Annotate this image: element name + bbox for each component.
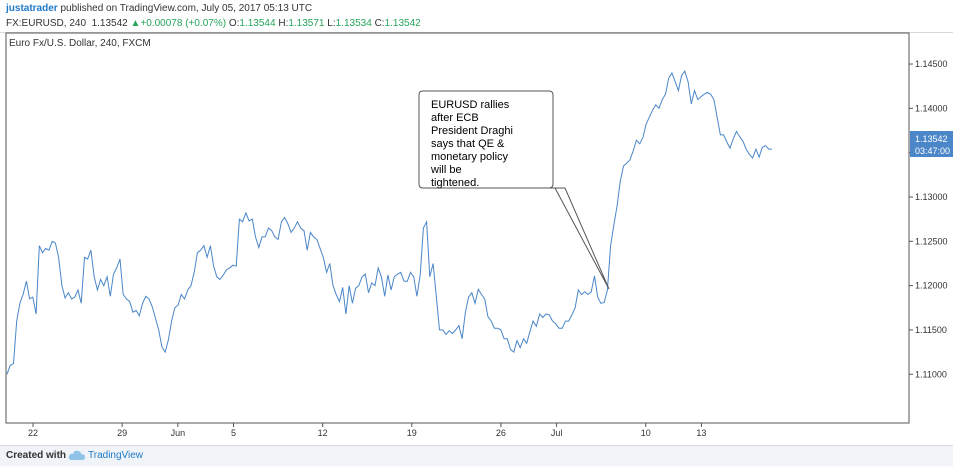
y-tick-label: 1.11000 [915, 369, 947, 379]
y-tick-label: 1.14000 [915, 103, 948, 113]
y-tick-label: 1.12000 [915, 281, 948, 291]
y-tick-label: 1.11500 [915, 325, 947, 335]
price-tag-countdown: 03:47:00 [915, 146, 950, 156]
x-tick-label: 29 [117, 428, 127, 438]
open-label: O: [228, 18, 240, 29]
x-tick-label: 13 [696, 428, 706, 438]
symbol-label: FX:EURUSD, 240 [6, 18, 87, 29]
x-tick-label: 10 [641, 428, 651, 438]
publish-line: justatrader published on TradingView.com… [6, 3, 312, 14]
tradingview-brand[interactable]: TradingView [88, 450, 144, 461]
annotation-text-line: monetary policy [431, 151, 509, 163]
annotation-text-line: says that QE & [431, 138, 505, 150]
open-value: 1.13544 [239, 18, 276, 29]
x-tick-label: 26 [496, 428, 506, 438]
price-change: +0.00078 (+0.07%) [140, 18, 227, 29]
price-tag-box [910, 131, 953, 157]
y-tick-label: 1.12500 [915, 236, 948, 246]
instrument-title: Euro Fx/U.S. Dollar, 240, FXCM [9, 38, 151, 49]
x-tick-label: Jul [551, 428, 563, 438]
x-tick-label: 19 [407, 428, 417, 438]
tradingview-cloud-icon [68, 450, 85, 460]
y-tick-label: 1.13000 [915, 192, 948, 202]
up-arrow-icon: ▲ [130, 18, 141, 29]
y-tick-label: 1.14500 [915, 59, 948, 69]
high-label: H: [278, 18, 289, 29]
annotation-text-line: EURUSD rallies [431, 99, 510, 111]
x-tick-label: Jun [171, 428, 186, 438]
annotation-text-line: tightened. [431, 177, 479, 189]
high-value: 1.13571 [288, 18, 325, 29]
published-text: published on TradingView.com, July 05, 2… [60, 3, 313, 14]
annotation-text-line: will be [430, 164, 462, 176]
x-tick-label: 22 [28, 428, 38, 438]
annotation-text-line: after ECB [431, 112, 479, 124]
x-tick-label: 5 [231, 428, 236, 438]
x-tick-label: 12 [318, 428, 328, 438]
quote-line: FX:EURUSD, 240 1.13542 ▲+0.00078 (+0.07%… [6, 18, 421, 29]
low-value: 1.13534 [335, 18, 372, 29]
created-with-label: Created with [6, 450, 67, 461]
author-link[interactable]: justatrader [6, 3, 58, 14]
callout-bubble [418, 90, 610, 290]
close-value: 1.13542 [384, 18, 421, 29]
price-tag-price: 1.13542 [915, 134, 948, 144]
footer-bar: Created with TradingView [0, 445, 953, 466]
last-price-tag: 1.13542 03:47:00 [910, 131, 953, 157]
price-series-line [6, 69, 772, 375]
close-label: C: [374, 18, 385, 29]
last-price: 1.13542 [91, 18, 128, 29]
low-label: L: [327, 18, 336, 29]
chart-header: justatrader published on TradingView.com… [0, 0, 953, 33]
annotation-text-line: President Draghi [431, 125, 513, 137]
